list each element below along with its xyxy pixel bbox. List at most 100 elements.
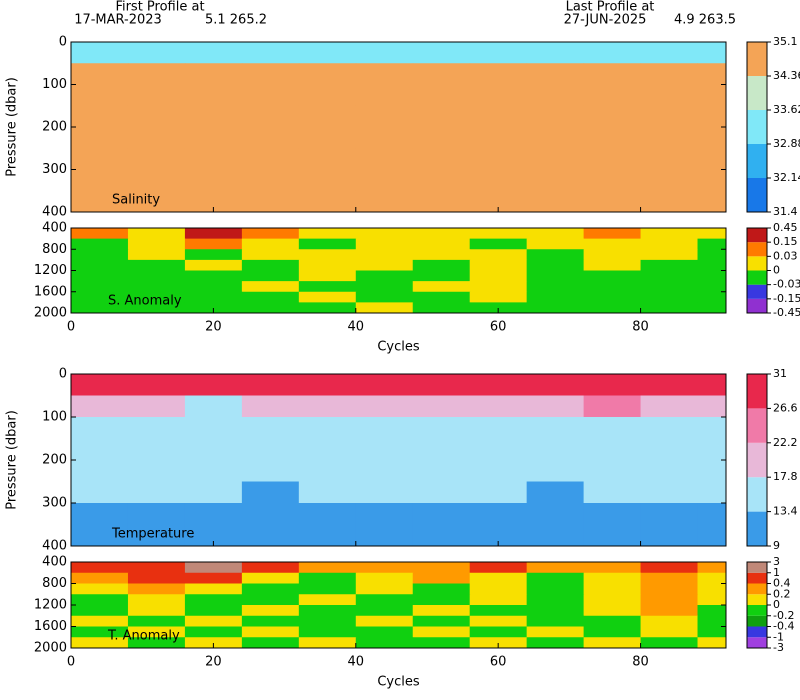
cell	[355, 302, 414, 314]
cell	[298, 503, 357, 525]
colorbar-label: 0	[773, 264, 780, 277]
cell	[697, 637, 727, 649]
colorbar-segment	[747, 477, 767, 512]
cell	[298, 42, 357, 64]
colorbar-segment	[747, 42, 767, 76]
cell	[697, 291, 727, 303]
cell	[640, 503, 699, 525]
cell	[241, 605, 300, 617]
cell	[71, 270, 129, 282]
cell	[184, 238, 243, 250]
y-tick-label: 2000	[34, 306, 67, 321]
cell	[412, 228, 471, 240]
cell	[526, 249, 585, 261]
x-tick-label: 40	[348, 655, 365, 670]
cell	[71, 605, 129, 617]
colorbar-segment	[747, 605, 767, 616]
cell	[412, 460, 471, 482]
cell	[71, 228, 129, 240]
cell	[241, 291, 300, 303]
cell	[298, 302, 357, 314]
cell	[355, 572, 414, 584]
colorbar-label: -0.4	[773, 620, 794, 633]
cell	[640, 562, 699, 574]
cell	[526, 572, 585, 584]
cell	[697, 105, 727, 128]
cell	[412, 105, 471, 128]
cell	[184, 572, 243, 584]
cell	[697, 374, 727, 396]
cell	[469, 84, 528, 107]
cell	[241, 84, 300, 107]
cell	[697, 127, 727, 149]
cell	[355, 605, 414, 617]
colorbar-segment	[747, 511, 767, 546]
colorbar-segment	[747, 298, 767, 313]
cell	[241, 249, 300, 261]
cell	[697, 84, 727, 107]
cell	[71, 481, 129, 504]
cell	[469, 395, 528, 418]
cell	[127, 524, 186, 547]
cell	[469, 637, 528, 649]
cell	[526, 417, 585, 439]
cell	[71, 148, 129, 170]
cell	[241, 42, 300, 64]
cell	[355, 438, 414, 461]
colorbar-segment	[747, 562, 767, 573]
cell	[469, 615, 528, 627]
cell	[127, 259, 186, 271]
cell	[469, 460, 528, 482]
cell	[241, 583, 300, 595]
cell	[241, 626, 300, 638]
cell	[298, 63, 357, 85]
cell	[184, 438, 243, 461]
cell	[241, 481, 300, 504]
cell	[127, 503, 186, 525]
x-tick-label: 0	[67, 655, 75, 670]
y-tick-label: 300	[42, 496, 67, 511]
cell	[355, 524, 414, 547]
cell	[71, 190, 129, 213]
cell	[71, 249, 129, 261]
cell	[640, 127, 699, 149]
cell	[241, 572, 300, 584]
x-tick-label: 20	[205, 320, 222, 335]
cell	[469, 583, 528, 595]
cell	[127, 238, 186, 250]
header-last-label: Last Profile at	[566, 0, 655, 15]
cell	[127, 395, 186, 418]
x-axis-label: Cycles	[377, 675, 420, 690]
cell	[526, 190, 585, 213]
cell	[583, 503, 642, 525]
cell	[71, 594, 129, 606]
cell	[583, 291, 642, 303]
cell	[583, 562, 642, 574]
cell	[241, 615, 300, 627]
cell	[184, 583, 243, 595]
cell	[298, 562, 357, 574]
cell	[184, 481, 243, 504]
cell	[526, 562, 585, 574]
cell	[298, 291, 357, 303]
cell	[583, 148, 642, 170]
header-last-pos: 4.9 263.5	[674, 13, 736, 28]
cell	[298, 626, 357, 638]
colorbar-segment	[747, 110, 767, 144]
cell	[697, 583, 727, 595]
cell	[583, 302, 642, 314]
cell	[241, 637, 300, 649]
cell	[71, 281, 129, 293]
cell	[241, 524, 300, 547]
cell	[355, 63, 414, 85]
cell	[583, 615, 642, 627]
cell	[298, 249, 357, 261]
cell	[184, 228, 243, 240]
cell	[640, 190, 699, 213]
cell	[412, 637, 471, 649]
cell	[469, 302, 528, 314]
colorbar-label: -1	[773, 630, 784, 643]
colorbar-segment	[747, 144, 767, 178]
cell	[640, 572, 699, 584]
cell	[640, 228, 699, 240]
